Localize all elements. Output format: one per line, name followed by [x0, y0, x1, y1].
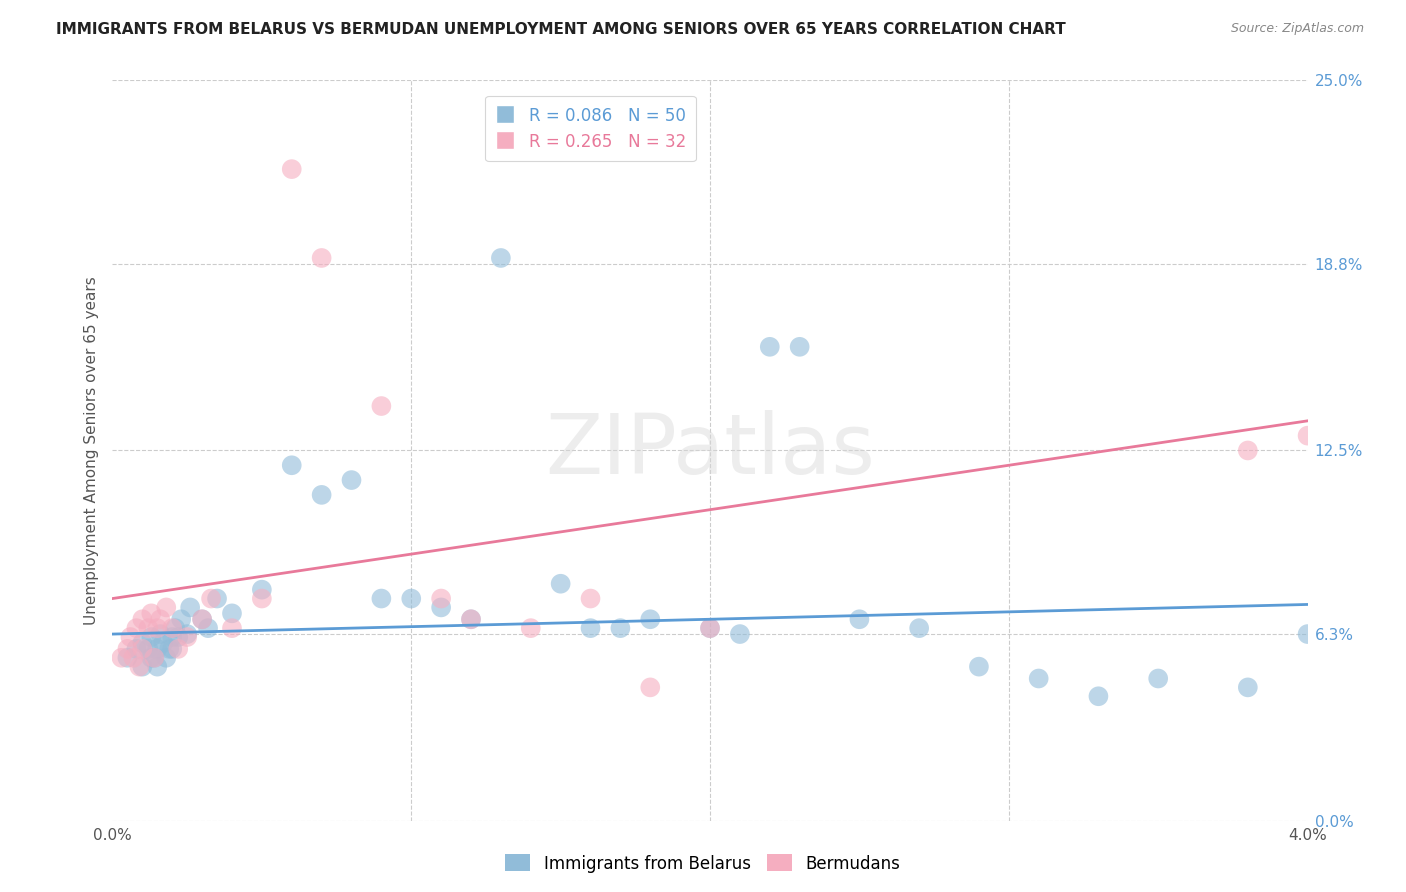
Point — [520, 621, 543, 635]
Point — [908, 621, 931, 635]
Point — [1296, 627, 1319, 641]
Point — [146, 621, 169, 635]
Point — [221, 607, 243, 621]
Point — [128, 659, 150, 673]
Point — [131, 641, 153, 656]
Point — [489, 251, 512, 265]
Point — [370, 399, 392, 413]
Point — [167, 641, 190, 656]
Point — [125, 641, 148, 656]
Legend: Immigrants from Belarus, Bermudans: Immigrants from Belarus, Bermudans — [499, 847, 907, 880]
Legend: R = 0.086   N = 50, R = 0.265   N = 32: R = 0.086 N = 50, R = 0.265 N = 32 — [485, 96, 696, 161]
Point — [281, 162, 304, 177]
Point — [609, 621, 631, 635]
Point — [138, 621, 160, 635]
Point — [117, 641, 139, 656]
Point — [146, 641, 169, 656]
Point — [789, 340, 811, 354]
Point — [141, 630, 163, 644]
Point — [848, 612, 870, 626]
Point — [200, 591, 222, 606]
Point — [430, 600, 453, 615]
Text: Source: ZipAtlas.com: Source: ZipAtlas.com — [1230, 22, 1364, 36]
Point — [162, 641, 183, 656]
Point — [131, 659, 153, 673]
Point — [250, 591, 273, 606]
Point — [197, 621, 219, 635]
Point — [176, 627, 198, 641]
Point — [1087, 690, 1109, 704]
Point — [155, 600, 177, 615]
Point — [550, 576, 572, 591]
Point — [281, 458, 304, 473]
Point — [1028, 672, 1050, 686]
Y-axis label: Unemployment Among Seniors over 65 years: Unemployment Among Seniors over 65 years — [83, 277, 98, 624]
Point — [138, 641, 160, 656]
Point — [640, 612, 662, 626]
Point — [221, 621, 243, 635]
Point — [340, 473, 363, 487]
Point — [205, 591, 228, 606]
Point — [460, 612, 482, 626]
Point — [149, 612, 172, 626]
Point — [143, 650, 166, 665]
Point — [117, 650, 139, 665]
Point — [167, 630, 190, 644]
Point — [728, 627, 751, 641]
Point — [1237, 681, 1260, 695]
Point — [430, 591, 453, 606]
Point — [1237, 443, 1260, 458]
Point — [311, 488, 333, 502]
Point — [131, 636, 153, 650]
Point — [155, 650, 177, 665]
Point — [110, 650, 132, 665]
Point — [176, 630, 198, 644]
Point — [967, 659, 990, 673]
Point — [1147, 672, 1170, 686]
Point — [579, 591, 602, 606]
Point — [370, 591, 392, 606]
Point — [759, 340, 782, 354]
Point — [170, 612, 193, 626]
Text: ZIPatlas: ZIPatlas — [546, 410, 875, 491]
Point — [191, 612, 214, 626]
Point — [579, 621, 602, 635]
Point — [131, 612, 153, 626]
Point — [191, 612, 214, 626]
Point — [143, 650, 166, 665]
Point — [179, 600, 201, 615]
Point — [146, 659, 169, 673]
Point — [157, 641, 180, 656]
Point — [141, 650, 163, 665]
Point — [162, 630, 183, 644]
Point — [401, 591, 423, 606]
Point — [122, 650, 145, 665]
Point — [165, 621, 187, 635]
Point — [460, 612, 482, 626]
Point — [250, 582, 273, 597]
Point — [162, 621, 183, 635]
Point — [141, 607, 163, 621]
Point — [640, 681, 662, 695]
Point — [152, 636, 174, 650]
Point — [699, 621, 721, 635]
Point — [149, 627, 172, 641]
Point — [311, 251, 333, 265]
Point — [125, 621, 148, 635]
Point — [699, 621, 721, 635]
Text: IMMIGRANTS FROM BELARUS VS BERMUDAN UNEMPLOYMENT AMONG SENIORS OVER 65 YEARS COR: IMMIGRANTS FROM BELARUS VS BERMUDAN UNEM… — [56, 22, 1066, 37]
Point — [120, 630, 142, 644]
Point — [1296, 428, 1319, 442]
